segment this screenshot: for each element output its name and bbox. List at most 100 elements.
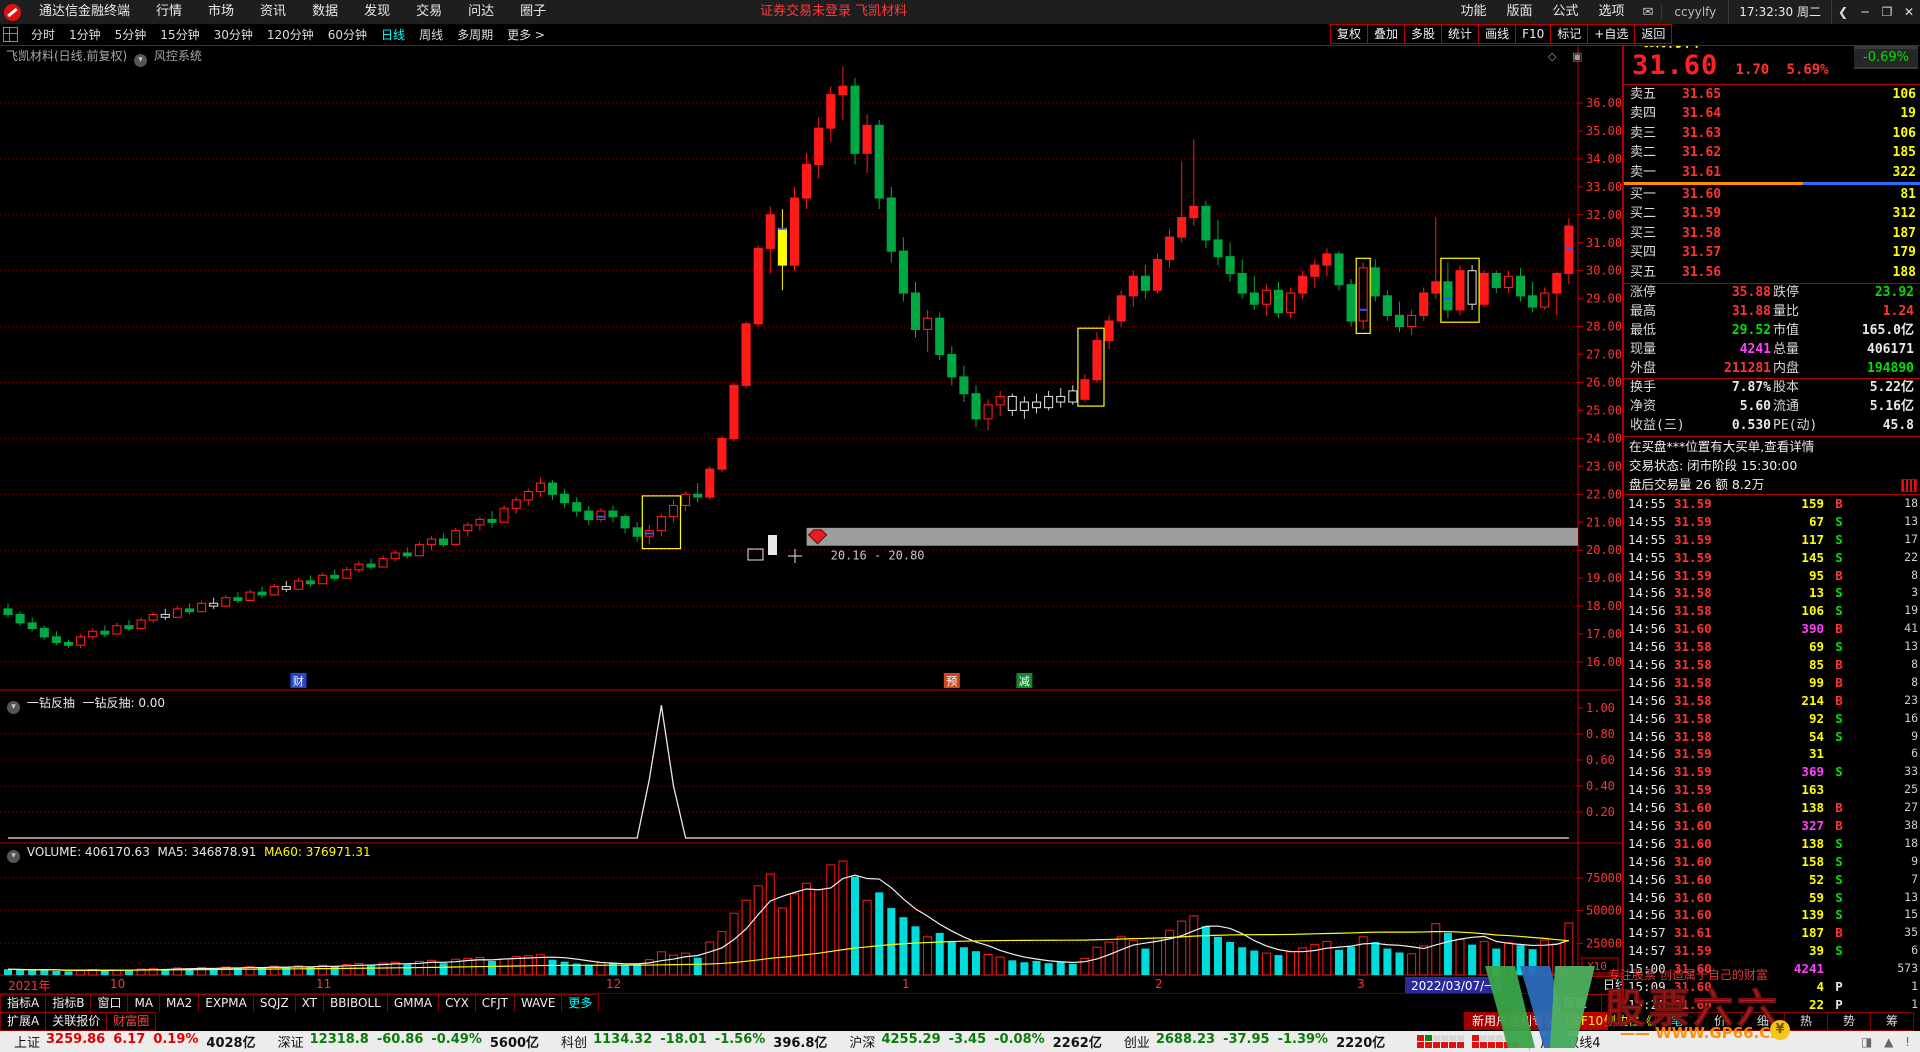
indicator-tab-EXPMA[interactable]: EXPMA xyxy=(198,994,253,1013)
index-科创[interactable]: 科创 1134.32 -18.01 -1.56% 396.8亿 xyxy=(561,1032,835,1051)
indicator-tab-指标B[interactable]: 指标B xyxy=(45,994,91,1013)
period-tab-120分钟[interactable]: 120分钟 xyxy=(266,27,314,42)
indicator-tab-MA2[interactable]: MA2 xyxy=(159,994,199,1013)
close-button[interactable]: ✕ xyxy=(1903,5,1915,19)
sidebar-toggle[interactable]: 侧边栏《 xyxy=(1604,1014,1653,1028)
menu-item-数据[interactable]: 数据 xyxy=(312,4,339,19)
tool-button-F10[interactable]: F10 xyxy=(1515,24,1551,44)
collapse-icon[interactable]: ▾ xyxy=(7,850,20,863)
tick-tab-热[interactable]: 热 xyxy=(1784,1012,1827,1031)
bid-row[interactable]: 买四 31.57 179 xyxy=(1624,243,1920,262)
tick-list[interactable]: 14:55 31.59 159 B 18 14:55 31.59 67 S 13 14:55 31.5… xyxy=(1624,494,1920,1013)
period-tab-更多 >[interactable]: 更多 > xyxy=(507,27,545,42)
statusbar-icons[interactable]: ◨ ▲ ! xyxy=(1860,1034,1914,1049)
indicator-tab-窗口[interactable]: 窗口 xyxy=(90,994,128,1013)
promo-banner[interactable]: 新用户福利专享 xyxy=(1464,1012,1565,1030)
ext-tab-扩展A[interactable]: 扩展A xyxy=(0,1012,46,1031)
menu-item-资讯[interactable]: 资讯 xyxy=(260,4,287,19)
restore-button[interactable]: ❐ xyxy=(1881,5,1893,19)
back-button[interactable]: ❮ xyxy=(1837,5,1849,19)
index-深证[interactable]: 深证 12318.8 -60.86 -0.49% 5600亿 xyxy=(278,1032,547,1051)
tool-button-统计[interactable]: 统计 xyxy=(1441,24,1479,44)
login-notice[interactable]: 证券交易未登录 飞凯材料 xyxy=(760,4,908,19)
tool-button-返回[interactable]: 返回 xyxy=(1634,24,1673,44)
collapse-icon[interactable]: ▾ xyxy=(134,54,148,67)
template-button[interactable]: 模板 xyxy=(1548,994,1601,1013)
tick-tab-筹[interactable]: 筹 xyxy=(1870,1012,1914,1031)
candle-body xyxy=(1491,272,1501,289)
bid-row[interactable]: 买一 31.60 81 xyxy=(1624,185,1920,204)
period-tab-多周期[interactable]: 多周期 xyxy=(457,27,494,42)
ask-row[interactable]: 卖三 31.63 106 xyxy=(1624,124,1920,143)
ask-row[interactable]: 卖五 31.65 106 xyxy=(1624,85,1920,104)
tick-tab-价[interactable]: 价 xyxy=(1698,1012,1741,1031)
menu-item-行情[interactable]: 行情 xyxy=(156,4,183,19)
menu-item-发现[interactable]: 发现 xyxy=(364,4,391,19)
bid-row[interactable]: 买三 31.58 187 xyxy=(1624,224,1920,243)
index-上证[interactable]: 上证 3259.86 6.17 0.19% 4028亿 xyxy=(14,1032,264,1051)
period-tab-日线[interactable]: 日线 xyxy=(381,27,406,42)
index-沪深[interactable]: 沪深 4255.29 -3.45 -0.08% 2262亿 xyxy=(849,1032,1109,1051)
layout-grid-icon[interactable] xyxy=(3,27,18,42)
indicator-tab-XT[interactable]: XT xyxy=(294,994,324,1013)
menu-item-公式[interactable]: 公式 xyxy=(1552,4,1579,19)
tick-tab-笔[interactable]: 笔 xyxy=(1655,1012,1698,1031)
bid-row[interactable]: 买五 31.56 188 xyxy=(1624,263,1920,282)
menu-item-版面[interactable]: 版面 xyxy=(1506,4,1533,19)
main-chart[interactable]: 16.00 17.00 18.00 19.00 20.00 21.00 22.00 23.00… xyxy=(0,0,1648,976)
collapse-icon[interactable]: ▾ xyxy=(7,701,20,714)
server-name[interactable]: 广州双线4 xyxy=(1529,1032,1601,1051)
date-axis-row[interactable]: 2022/03/07/一 2021年 10 11 12 1 2 3 xyxy=(0,976,1648,994)
indicator-tab-more[interactable]: 更多 xyxy=(561,994,600,1013)
info-line-0[interactable]: 在买盘***位置有大买单,查看详情 xyxy=(1629,439,1815,454)
chart-corner-icons[interactable]: ◇ ▣ xyxy=(1548,50,1589,63)
indicator-tab-指标A[interactable]: 指标A xyxy=(0,994,46,1013)
period-tab-1分钟[interactable]: 1分钟 xyxy=(69,27,101,42)
indicator-tab-SQJZ[interactable]: SQJZ xyxy=(252,994,295,1013)
after-hours-chart-icon[interactable] xyxy=(1901,479,1917,492)
period-tab-60分钟[interactable]: 60分钟 xyxy=(327,27,368,42)
period-tab-15分钟[interactable]: 15分钟 xyxy=(160,27,200,42)
menu-item-交易[interactable]: 交易 xyxy=(416,4,443,19)
indicator-tab-BBIBOLL[interactable]: BBIBOLL xyxy=(323,994,387,1013)
ask-row[interactable]: 卖一 31.61 322 xyxy=(1624,163,1920,182)
tool-button-复权[interactable]: 复权 xyxy=(1330,24,1368,44)
ask-row[interactable]: 卖二 31.62 185 xyxy=(1624,143,1920,162)
period-tab-分时[interactable]: 分时 xyxy=(31,27,56,42)
bid-row[interactable]: 买二 31.59 312 xyxy=(1624,204,1920,223)
menu-item-市场[interactable]: 市场 xyxy=(208,4,235,19)
mail-icon[interactable]: ✉ xyxy=(1642,4,1654,20)
menu-item-选项[interactable]: 选项 xyxy=(1598,4,1625,19)
indicator-tab-MA[interactable]: MA xyxy=(127,994,160,1013)
ask-row[interactable]: 卖四 31.64 19 xyxy=(1624,104,1920,123)
indicator-tab-WAVE[interactable]: WAVE xyxy=(513,994,562,1013)
menu-item-功能[interactable]: 功能 xyxy=(1460,4,1487,19)
menu-item-问达[interactable]: 问达 xyxy=(468,4,495,19)
tool-button-画线[interactable]: 画线 xyxy=(1478,24,1516,44)
overlay-indicator-label[interactable]: 风控系统 xyxy=(153,49,202,63)
ext-tab-财富圈[interactable]: 财富圈 xyxy=(106,1012,157,1031)
index-创业[interactable]: 创业 2688.23 -37.95 -1.39% 2220亿 xyxy=(1124,1032,1393,1051)
period-tab-30分钟[interactable]: 30分钟 xyxy=(213,27,253,42)
tool-button-标记[interactable]: 标记 xyxy=(1550,24,1588,44)
tool-button-叠加[interactable]: 叠加 xyxy=(1367,24,1405,44)
tick-volume: 106 xyxy=(1801,603,1824,619)
indicator-name[interactable]: 一钻反抽 xyxy=(26,696,75,710)
username-label[interactable]: ccyylfy xyxy=(1661,5,1728,19)
menu-item-圈子[interactable]: 圈子 xyxy=(520,4,547,19)
tick-tab-细[interactable]: 细 xyxy=(1741,1012,1784,1031)
app-title[interactable]: 通达信金融终端 xyxy=(39,4,131,19)
tick-tab-势[interactable]: 势 xyxy=(1827,1012,1870,1031)
indicator-tab-GMMA[interactable]: GMMA xyxy=(386,994,439,1013)
price-axis-label: 35.00 xyxy=(1586,124,1622,138)
market-heat-grid[interactable] xyxy=(1417,1035,1520,1048)
stat-value: 211281 xyxy=(1724,360,1771,376)
minimize-button[interactable]: ─ xyxy=(1861,5,1869,19)
indicator-tab-CFJT[interactable]: CFJT xyxy=(474,994,514,1013)
period-tab-5分钟[interactable]: 5分钟 xyxy=(114,27,147,42)
tool-button-多股[interactable]: 多股 xyxy=(1404,24,1442,44)
ext-tab-关联报价[interactable]: 关联报价 xyxy=(45,1012,107,1031)
indicator-tab-CYX[interactable]: CYX xyxy=(438,994,475,1013)
period-tab-周线[interactable]: 周线 xyxy=(419,27,444,42)
tool-button-+自选[interactable]: +自选 xyxy=(1587,24,1635,44)
